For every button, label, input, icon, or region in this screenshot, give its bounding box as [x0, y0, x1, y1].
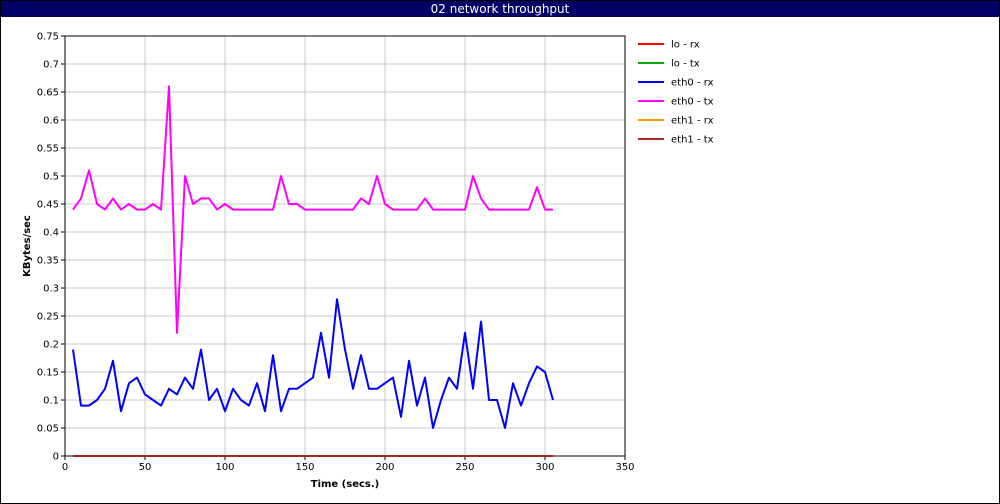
y-tick-label: 0.25	[37, 312, 59, 323]
tick-labels: 0 0.05 0.1 0.15 0.2 0.25 0.3 0.35 0.4 0.45 0.5 0.55…	[37, 32, 635, 474]
x-tick-label: 0	[62, 462, 68, 473]
grid	[64, 35, 626, 457]
legend-entry: eth0 - rx	[671, 78, 714, 89]
x-tick-label: 350	[615, 462, 634, 473]
x-tick-label: 150	[295, 462, 314, 473]
y-tick-label: 0.1	[43, 396, 59, 407]
y-axis-title: KBytes/sec	[22, 215, 33, 277]
plot-area	[64, 35, 626, 457]
y-tick-label: 0.15	[37, 368, 59, 379]
y-tick-label: 0.3	[43, 284, 59, 295]
y-tick-label: 0.5	[43, 172, 59, 183]
y-tick-label: 0.75	[37, 32, 59, 43]
y-tick-label: 0.4	[43, 228, 59, 239]
x-tick-label: 300	[535, 462, 554, 473]
x-tick-label: 100	[215, 462, 234, 473]
series-line-eth0-rx	[72, 298, 554, 429]
y-tick-label: 0.65	[37, 88, 59, 99]
legend-entry: eth1 - rx	[671, 116, 714, 127]
y-tick-label: 0.55	[37, 144, 59, 155]
y-tick-label: 0	[53, 452, 59, 463]
legend: lo - rx lo - tx eth0 - rx eth0 - tx eth1 - r…	[638, 40, 714, 146]
legend-entry: eth1 - tx	[671, 135, 714, 146]
y-tick-label: 0.6	[43, 116, 59, 127]
y-tick-label: 0.7	[43, 60, 59, 71]
x-tick-label: 50	[139, 462, 152, 473]
series-line-eth0-tx	[72, 85, 553, 334]
y-tick-label: 0.05	[37, 424, 59, 435]
series-lines	[72, 85, 554, 457]
y-tick-label: 0.2	[43, 340, 59, 351]
legend-entry: lo - tx	[671, 59, 700, 70]
x-tick-label: 200	[375, 462, 394, 473]
legend-entry: lo - rx	[671, 40, 700, 51]
y-tick-label: 0.45	[37, 200, 59, 211]
legend-entry: eth0 - tx	[671, 97, 714, 108]
x-tick-label: 250	[455, 462, 474, 473]
chart-title: 02 network throughput	[1, 1, 999, 17]
x-axis-title: Time (secs.)	[311, 479, 380, 490]
y-tick-label: 0.35	[37, 256, 59, 267]
